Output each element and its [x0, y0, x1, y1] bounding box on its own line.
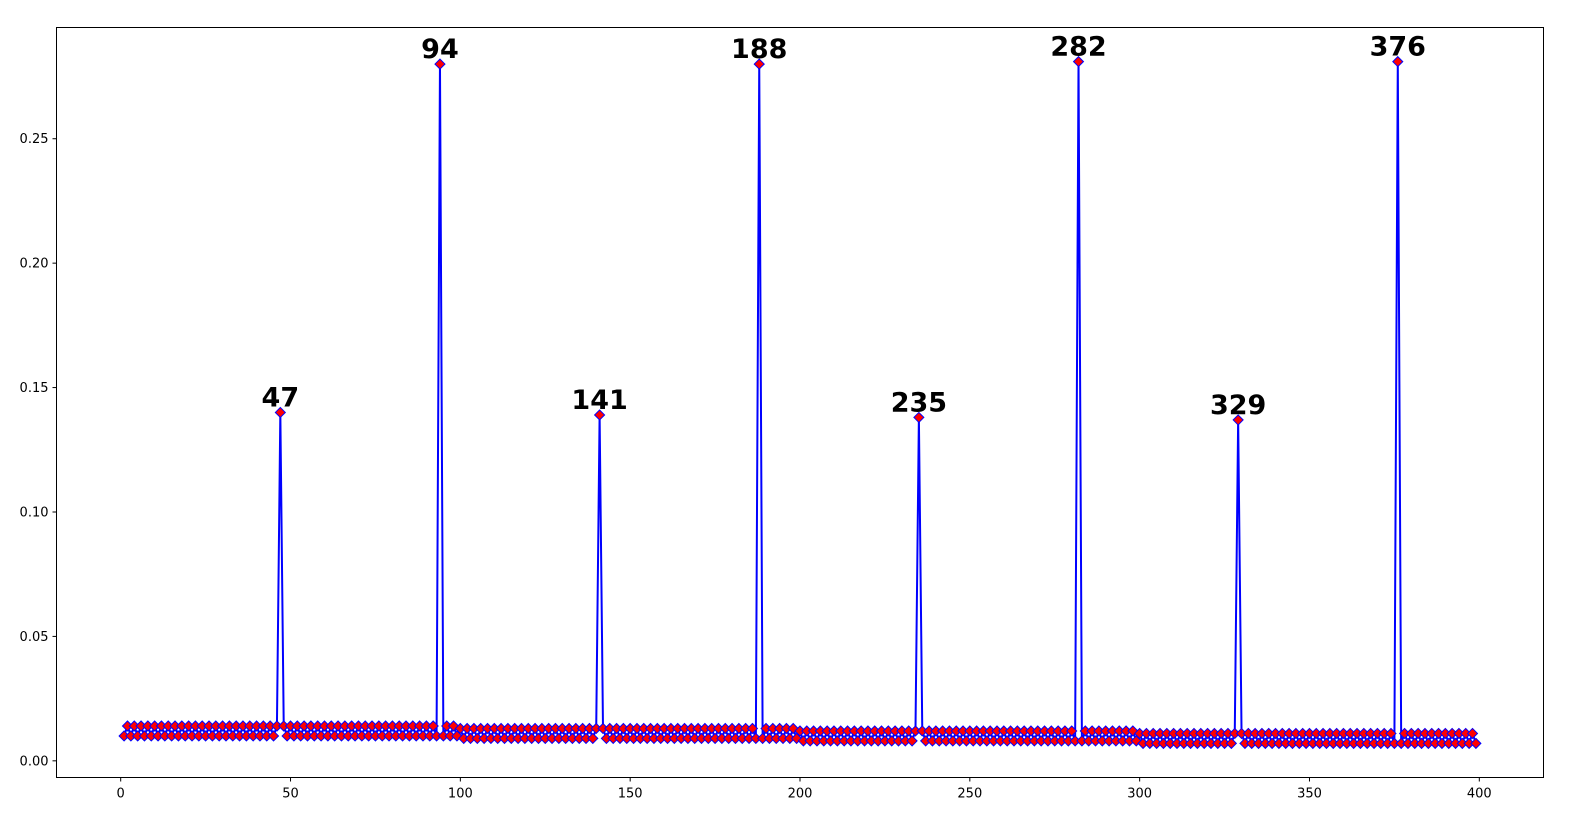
x-tick-label: 0	[117, 787, 125, 802]
point-marker	[587, 732, 599, 745]
peak-label: 235	[891, 387, 947, 418]
y-tick-label: 0.25	[20, 132, 49, 147]
peak-label: 329	[1210, 390, 1266, 421]
series-line	[123, 61, 1477, 747]
point-marker	[1392, 55, 1404, 68]
point-marker	[1225, 737, 1238, 750]
point-marker	[267, 730, 280, 742]
point-marker	[434, 58, 446, 70]
point-marker	[1470, 737, 1482, 750]
x-tick-label: 350	[1297, 787, 1322, 802]
point-marker	[1232, 414, 1244, 426]
peak-label: 94	[421, 34, 459, 65]
point-marker	[787, 722, 799, 735]
y-tick-label: 0.20	[20, 257, 49, 272]
point-marker	[746, 722, 759, 735]
x-tick-label: 100	[448, 787, 473, 802]
point-marker	[1130, 735, 1142, 747]
x-tick-label: 150	[618, 787, 643, 802]
point-marker	[1466, 727, 1479, 740]
x-tick-label: 400	[1467, 787, 1492, 802]
point-marker	[1385, 727, 1397, 740]
x-tick-label: 200	[788, 787, 813, 802]
point-marker	[1066, 725, 1078, 737]
x-tick-label: 50	[282, 787, 299, 802]
y-tick-label: 0.10	[20, 505, 49, 520]
x-tick-label: 300	[1127, 787, 1152, 802]
point-marker	[451, 730, 463, 742]
peak-label: 141	[571, 385, 627, 416]
point-marker	[427, 720, 439, 732]
point-marker	[1072, 55, 1085, 68]
y-tick-label: 0.15	[20, 381, 49, 396]
point-marker	[913, 411, 925, 424]
point-marker	[1127, 725, 1139, 737]
point-marker	[274, 406, 287, 419]
peak-label: 282	[1050, 32, 1106, 63]
peak-label: 47	[262, 382, 300, 413]
x-tick-label: 250	[957, 787, 982, 802]
peak-label: 376	[1370, 32, 1426, 63]
point-marker	[593, 409, 606, 421]
y-tick-label: 0.05	[20, 630, 49, 645]
peak-label: 188	[731, 34, 787, 65]
point-marker	[753, 58, 765, 70]
y-tick-label: 0.00	[20, 754, 49, 769]
point-marker	[906, 735, 918, 747]
